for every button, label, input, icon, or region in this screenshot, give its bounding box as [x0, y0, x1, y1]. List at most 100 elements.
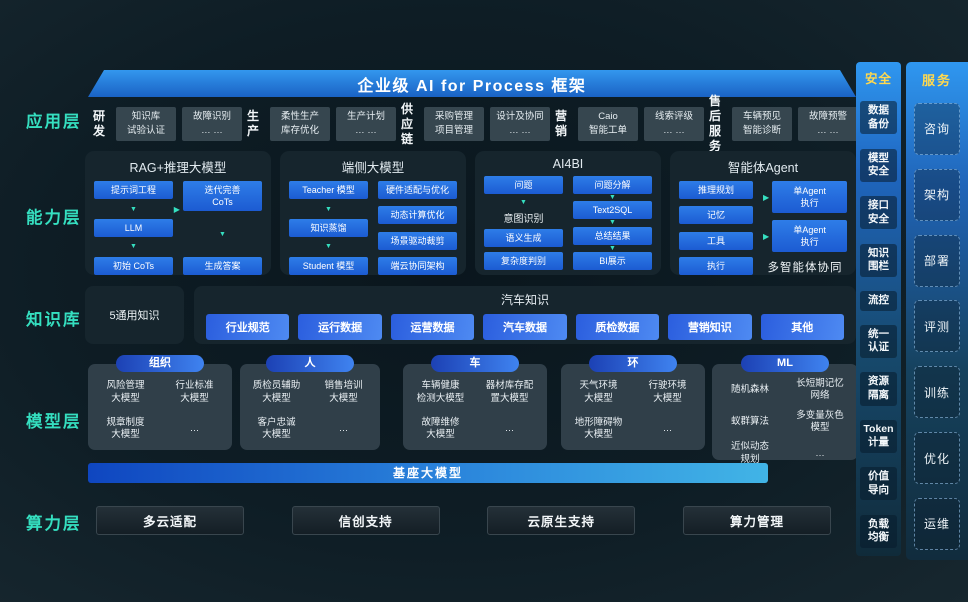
flow-box: 场景驱动裁剪	[378, 231, 457, 250]
panel-agent: 智能体Agent 推理规划 记忆 工具 执行 ▶ 单Agent 执行 ▶ 单Ag…	[670, 151, 856, 275]
arrow-right-icon: ▶	[763, 192, 770, 202]
model-cell: 客户忠诚 大模型	[257, 416, 296, 441]
flow-box: 推理规划	[679, 181, 753, 200]
flow-box: 问题	[484, 176, 563, 195]
security-item: 流控	[860, 290, 897, 311]
model-column-header: 人	[266, 355, 354, 372]
app-group-rd: 研发 知识库 试验认证 故障识别 … …	[88, 107, 242, 141]
flow-column: 问题分解 ▼ Text2SQL ▼ 总结结果 ▼ BI展示	[573, 176, 652, 270]
arrow-right-icon: ▶	[173, 205, 180, 214]
app-group-supply-chain: 供应 链 采购管理 项目管理 设计及协同 … …	[396, 102, 550, 147]
service-column: 服务 咨询 架构 部署 评测 训练 优化 运维	[906, 62, 968, 560]
app-group-label: 研发	[92, 109, 105, 138]
model-cell: …	[662, 423, 673, 435]
model-cell: 天气环境 大模型	[579, 380, 618, 404]
model-cell: …	[815, 447, 825, 459]
panel-title: AI4BI	[552, 157, 584, 171]
arrow-down-icon: ▼	[130, 205, 137, 213]
app-box: Caio 智能工单	[578, 107, 638, 141]
model-cell: 销售培训 大模型	[324, 380, 363, 404]
arrow-down-icon: ▼	[609, 244, 616, 252]
model-cells: 天气环境 大模型 行驶环境 大模型 地形障碍物 大模型 …	[565, 378, 701, 444]
flow-column: 硬件适配与优化 动态计算优化 场景驱动裁剪 端云协同架构	[378, 181, 457, 275]
layer-label-compute: 算力层	[26, 515, 82, 533]
knowledge-pill: 运行数据	[298, 314, 382, 340]
flow-box: 迭代完善 CoTs	[183, 181, 262, 212]
general-knowledge-box: 5通用知识	[85, 286, 184, 344]
app-group-label: 营销	[554, 109, 567, 138]
model-cell: 风险管理 大模型	[106, 380, 145, 404]
app-group-marketing: 营销 Caio 智能工单 线索评级 … …	[550, 107, 704, 141]
arrow-down-icon: ▼	[325, 243, 332, 251]
service-item: 咨询	[914, 102, 960, 155]
security-item: 资源 隔离	[860, 372, 897, 406]
layer-label-application: 应用层	[26, 113, 82, 131]
model-cell: 行驶环境 大模型	[648, 380, 687, 404]
security-item: 负载 均衡	[860, 514, 897, 548]
arrow-down-icon: ▼	[609, 194, 616, 202]
model-cell: 随机森林	[730, 384, 769, 396]
flow-box: 硬件适配与优化	[378, 181, 457, 200]
app-group-label: 生产	[246, 109, 259, 138]
flow-box: LLM	[94, 218, 173, 238]
model-cell: 近似动态 规划	[730, 441, 769, 465]
model-column-header: 环	[589, 355, 677, 372]
agent-exec-row: ▶ 单Agent 执行	[763, 220, 847, 253]
model-cell: 行业标准 大模型	[175, 380, 214, 404]
panel-title: 端侧大模型	[341, 161, 405, 175]
model-cell: 长短期记忆 网络	[796, 378, 844, 402]
model-column-vehicle: 车 车辆健康 检测大模型 器材库存配 置大模型 故障维修 大模型 …	[403, 355, 547, 450]
app-group-label: 售后 服务	[708, 94, 721, 153]
app-group-after-sales: 售后 服务 车辆预见 智能诊断 故障预警 … …	[704, 94, 858, 154]
flow-box: 总结结果	[573, 226, 652, 245]
security-item: 接口 安全	[860, 196, 897, 230]
service-title: 服务	[921, 73, 952, 88]
flow-box: Teacher 模型	[289, 181, 368, 200]
service-item: 优化	[914, 432, 960, 485]
flow-box: 初始 CoTs	[94, 256, 173, 275]
app-box: 知识库 试验认证	[116, 107, 176, 141]
model-cells: 风险管理 大模型 行业标准 大模型 规章制度 大模型 …	[92, 378, 228, 444]
app-group-production: 生产 柔性生产 库存优化 生产计划 … …	[242, 107, 396, 141]
flow-text: 意图识别	[503, 213, 544, 225]
security-item: 价值 导向	[860, 467, 897, 501]
flow-column: ▶ 单Agent 执行 ▶ 单Agent 执行 多智能体协同	[763, 181, 847, 275]
panel-ai4bi: AI4BI 问题 ▼ 意图识别 语义生成 复杂度判别 问题分解 ▼ Text2S…	[475, 151, 661, 275]
app-group-label: 供应 链	[400, 101, 413, 146]
agent-exec-row: ▶ 单Agent 执行	[763, 181, 847, 214]
model-column-org: 组织 风险管理 大模型 行业标准 大模型 规章制度 大模型 …	[88, 355, 232, 450]
security-column: 安全 数据 备份 模型 安全 接口 安全 知识 围栏 流控 统一 认证 资源 隔…	[856, 62, 901, 556]
app-box: 故障预警 … …	[798, 107, 858, 141]
service-item: 评测	[914, 300, 960, 353]
service-item: 部署	[914, 234, 960, 287]
flow-box: 执行	[679, 256, 753, 275]
knowledge-pill: 汽车数据	[483, 314, 567, 340]
service-item: 训练	[914, 366, 960, 419]
compute-item: 云原生支持	[487, 506, 636, 535]
model-cell: 蚁群算法	[730, 415, 769, 427]
app-box: 柔性生产 库存优化	[270, 107, 330, 141]
model-cell: …	[338, 423, 349, 435]
base-model-bar: 基座大模型	[88, 463, 768, 483]
model-cells: 质检员辅助 大模型 销售培训 大模型 客户忠诚 大模型 …	[244, 378, 376, 444]
model-column-header: 组织	[116, 355, 204, 372]
model-cell: 多变量灰色 模型	[796, 409, 844, 434]
flow-box: 单Agent 执行	[772, 220, 847, 253]
flow-box: 单Agent 执行	[772, 181, 847, 214]
model-cell: …	[189, 423, 200, 435]
flow-box: 动态计算优化	[378, 206, 457, 225]
arrow-down-icon: ▼	[520, 198, 527, 206]
arrow-right-icon: ▶	[763, 231, 770, 241]
panel-body: Teacher 模型 ▼ 知识蒸馏 ▼ Student 模型 硬件适配与优化 动…	[289, 181, 457, 275]
compute-item: 信创支持	[291, 506, 440, 535]
model-column-header: 车	[431, 355, 519, 372]
compute-item: 算力管理	[682, 506, 831, 535]
capability-layer-row: RAG+推理大模型 提示词工程 ▼ LLM ▼ 初始 CoTs ▶ 迭代完善 C…	[85, 151, 856, 275]
arrow-down-icon: ▼	[609, 219, 616, 227]
model-cell: 规章制度 大模型	[106, 416, 145, 441]
flow-column: 提示词工程 ▼ LLM ▼ 初始 CoTs	[94, 181, 173, 275]
security-item: 模型 安全	[860, 148, 897, 182]
panel-edge-model: 端侧大模型 Teacher 模型 ▼ 知识蒸馏 ▼ Student 模型 硬件适…	[280, 151, 466, 275]
security-title: 安全	[864, 72, 892, 86]
model-cell: 故障维修 大模型	[421, 416, 460, 441]
